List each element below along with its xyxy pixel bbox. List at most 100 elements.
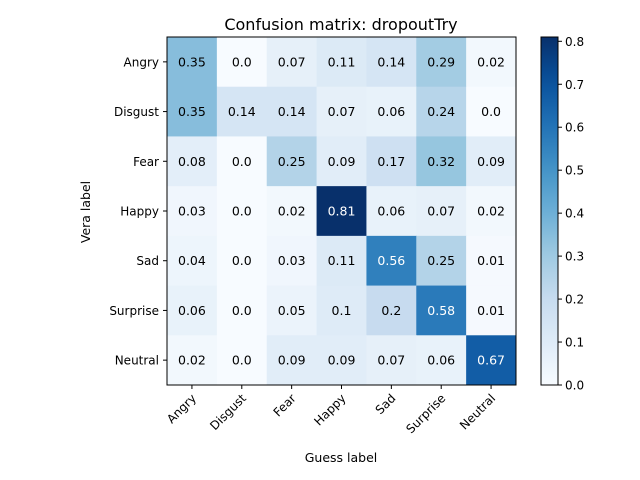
cell-value-label: 0.07: [328, 104, 356, 119]
heatmap-cell: [416, 285, 467, 336]
heatmap-cell: [266, 136, 318, 187]
cell-value-label: 0.06: [377, 204, 405, 219]
cell-value-label: 0.02: [477, 204, 505, 219]
y-axis-ticks: Angry Disgust Fear Happy Sad Surprise Neutral: [109, 55, 167, 368]
cell-value-label: 0.0: [232, 54, 252, 69]
cell-value-label: 0.06: [427, 353, 455, 368]
heatmap-cell: [167, 335, 218, 386]
cell-value-label: 0.04: [178, 253, 206, 268]
cell-value-label: 0.03: [178, 204, 206, 219]
cell-value-label: 0.09: [477, 154, 505, 169]
heatmap-cell: [266, 335, 318, 386]
heatmap-cell: [216, 86, 268, 137]
colorbar-tick-label: 0.7: [565, 78, 584, 92]
heatmap-cell-labels: 0.35 0.0 0.07 0.11 0.14 0.29 0.02 0.35 0.14 0.14 0…: [178, 54, 505, 367]
cell-value-label: 0.01: [477, 253, 505, 268]
y-tick-label: Happy: [120, 205, 159, 219]
heatmap-cell: [167, 86, 218, 137]
cell-value-label: 0.14: [377, 54, 405, 69]
heatmap-cell: [316, 235, 367, 287]
cell-value-label: 0.02: [278, 204, 306, 219]
heatmap-cell: [466, 335, 517, 386]
heatmap-cell: [416, 136, 467, 187]
cell-value-label: 0.03: [278, 253, 306, 268]
colorbar: 0.0 0.1 0.2 0.3 0.4 0.5 0.6 0.7 0.8: [540, 35, 584, 393]
heatmap-cell: [416, 186, 467, 237]
heatmap-cell: [167, 235, 218, 287]
heatmap-cell: [366, 37, 417, 88]
x-axis-ticks: Angry Disgust Fear Happy Sad Surprise Neutral: [164, 385, 498, 436]
colorbar-gradient: [540, 36, 559, 386]
y-tick-label: Fear: [133, 155, 159, 169]
cell-value-label: 0.67: [477, 353, 505, 368]
heatmap-cell: [466, 37, 517, 88]
chart-title: Confusion matrix: dropoutTry: [224, 15, 457, 34]
heatmap-cell: [366, 186, 417, 237]
heatmap-cell: [366, 86, 417, 137]
cell-value-label: 0.0: [232, 154, 252, 169]
cell-value-label: 0.09: [328, 154, 356, 169]
cell-value-label: 0.32: [427, 154, 455, 169]
heatmap-cell: [466, 136, 517, 187]
y-axis-label: Vera label: [78, 181, 93, 243]
cell-value-label: 0.05: [278, 303, 306, 318]
heatmap-cell: [167, 285, 218, 336]
colorbar-tick-label: 0.5: [565, 164, 584, 178]
heatmap-cell: [466, 235, 517, 287]
heatmap-cell: [266, 86, 318, 137]
colorbar-tick-label: 0.3: [565, 250, 584, 264]
x-tick-label: Surprise: [403, 391, 448, 436]
cell-value-label: 0.09: [278, 353, 306, 368]
y-tick-label: Surprise: [109, 304, 159, 318]
cell-value-label: 0.07: [278, 54, 306, 69]
cell-value-label: 0.81: [328, 204, 356, 219]
heatmap-cells: [167, 37, 517, 386]
heatmap-cell: [316, 37, 367, 88]
cell-value-label: 0.07: [427, 204, 455, 219]
cell-value-label: 0.08: [178, 154, 206, 169]
heatmap-cell: [366, 235, 417, 287]
cell-value-label: 0.02: [477, 54, 505, 69]
cell-value-label: 0.1: [332, 303, 352, 318]
heatmap-cell: [366, 136, 417, 187]
heatmap-cell: [167, 136, 218, 187]
cell-value-label: 0.56: [377, 253, 405, 268]
heatmap-cell: [266, 285, 318, 336]
heatmap-cell: [466, 86, 517, 137]
heatmap-cell: [216, 285, 268, 336]
heatmap-cell: [416, 235, 467, 287]
heatmap-cell: [266, 186, 318, 237]
heatmap-cell: [266, 235, 318, 287]
heatmap-cell: [416, 37, 467, 88]
cell-value-label: 0.0: [232, 253, 252, 268]
cell-value-label: 0.14: [228, 104, 256, 119]
x-tick-label: Sad: [373, 391, 399, 417]
heatmap-cell: [316, 136, 367, 187]
cell-value-label: 0.24: [427, 104, 455, 119]
y-tick-label: Neutral: [115, 354, 159, 368]
colorbar-tick-label: 0.0: [565, 379, 584, 393]
heatmap-cell: [216, 235, 268, 287]
cell-value-label: 0.14: [278, 104, 306, 119]
cell-value-label: 0.17: [377, 154, 405, 169]
colorbar-tick-label: 0.4: [565, 207, 584, 221]
cell-value-label: 0.01: [477, 303, 505, 318]
heatmap-cell: [366, 335, 417, 386]
cell-value-label: 0.2: [381, 303, 401, 318]
cell-value-label: 0.25: [278, 154, 306, 169]
heatmap-cell: [266, 37, 318, 88]
cell-value-label: 0.25: [427, 253, 455, 268]
cell-value-label: 0.11: [328, 54, 356, 69]
x-axis-label: Guess label: [305, 450, 378, 465]
x-tick-label: Disgust: [207, 391, 249, 433]
cell-value-label: 0.35: [178, 54, 206, 69]
cell-value-label: 0.29: [427, 54, 455, 69]
heatmap-cell: [216, 335, 268, 386]
cell-value-label: 0.09: [328, 353, 356, 368]
colorbar-tick-label: 0.1: [565, 336, 584, 350]
heatmap-cell: [167, 37, 218, 88]
heatmap-cell: [316, 86, 367, 137]
cell-value-label: 0.0: [232, 204, 252, 219]
x-tick-label: Happy: [311, 391, 348, 428]
